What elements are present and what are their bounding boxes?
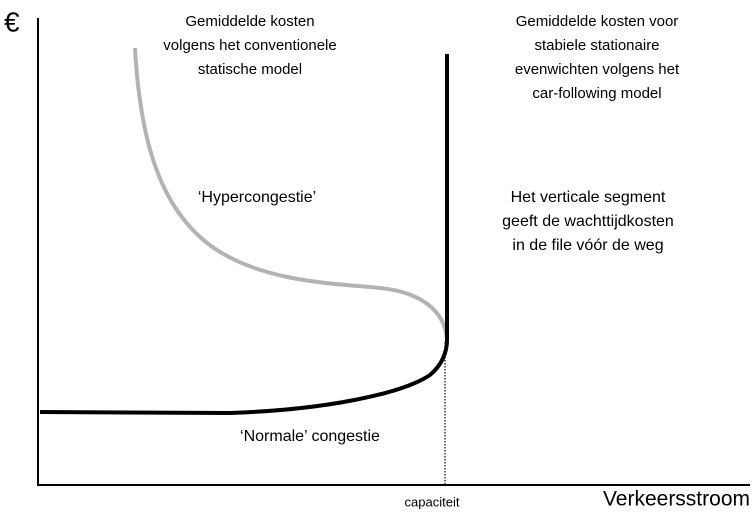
x-axis-label: Verkeersstroom [603,488,750,511]
normal-congestion-label: ‘Normale’ congestie [240,428,380,445]
annotation-line: Het verticale segment [511,189,666,206]
annotation-line: evenwichten volgens het [515,61,680,78]
annotation-line: car-following model [532,85,661,102]
annotation-line: Gemiddelde kosten [185,13,314,30]
annotation-line: statische model [198,61,302,78]
car-following-curve [39,54,449,416]
capacity-label: capaciteit [405,494,460,509]
hypercongestion-label: ‘Hypercongestie’ [198,189,316,206]
annotation-line: volgens het conventionele [163,37,336,54]
annotation-line: Gemiddelde kosten voor [516,13,679,30]
annotation-line: stabiele stationaire [534,37,659,54]
static-cost-curve [133,47,449,341]
annotation-line: in de file vóór de weg [512,237,663,254]
y-axis-label: € [4,6,20,37]
annotation-line: geeft de wachttijdkosten [502,213,674,230]
